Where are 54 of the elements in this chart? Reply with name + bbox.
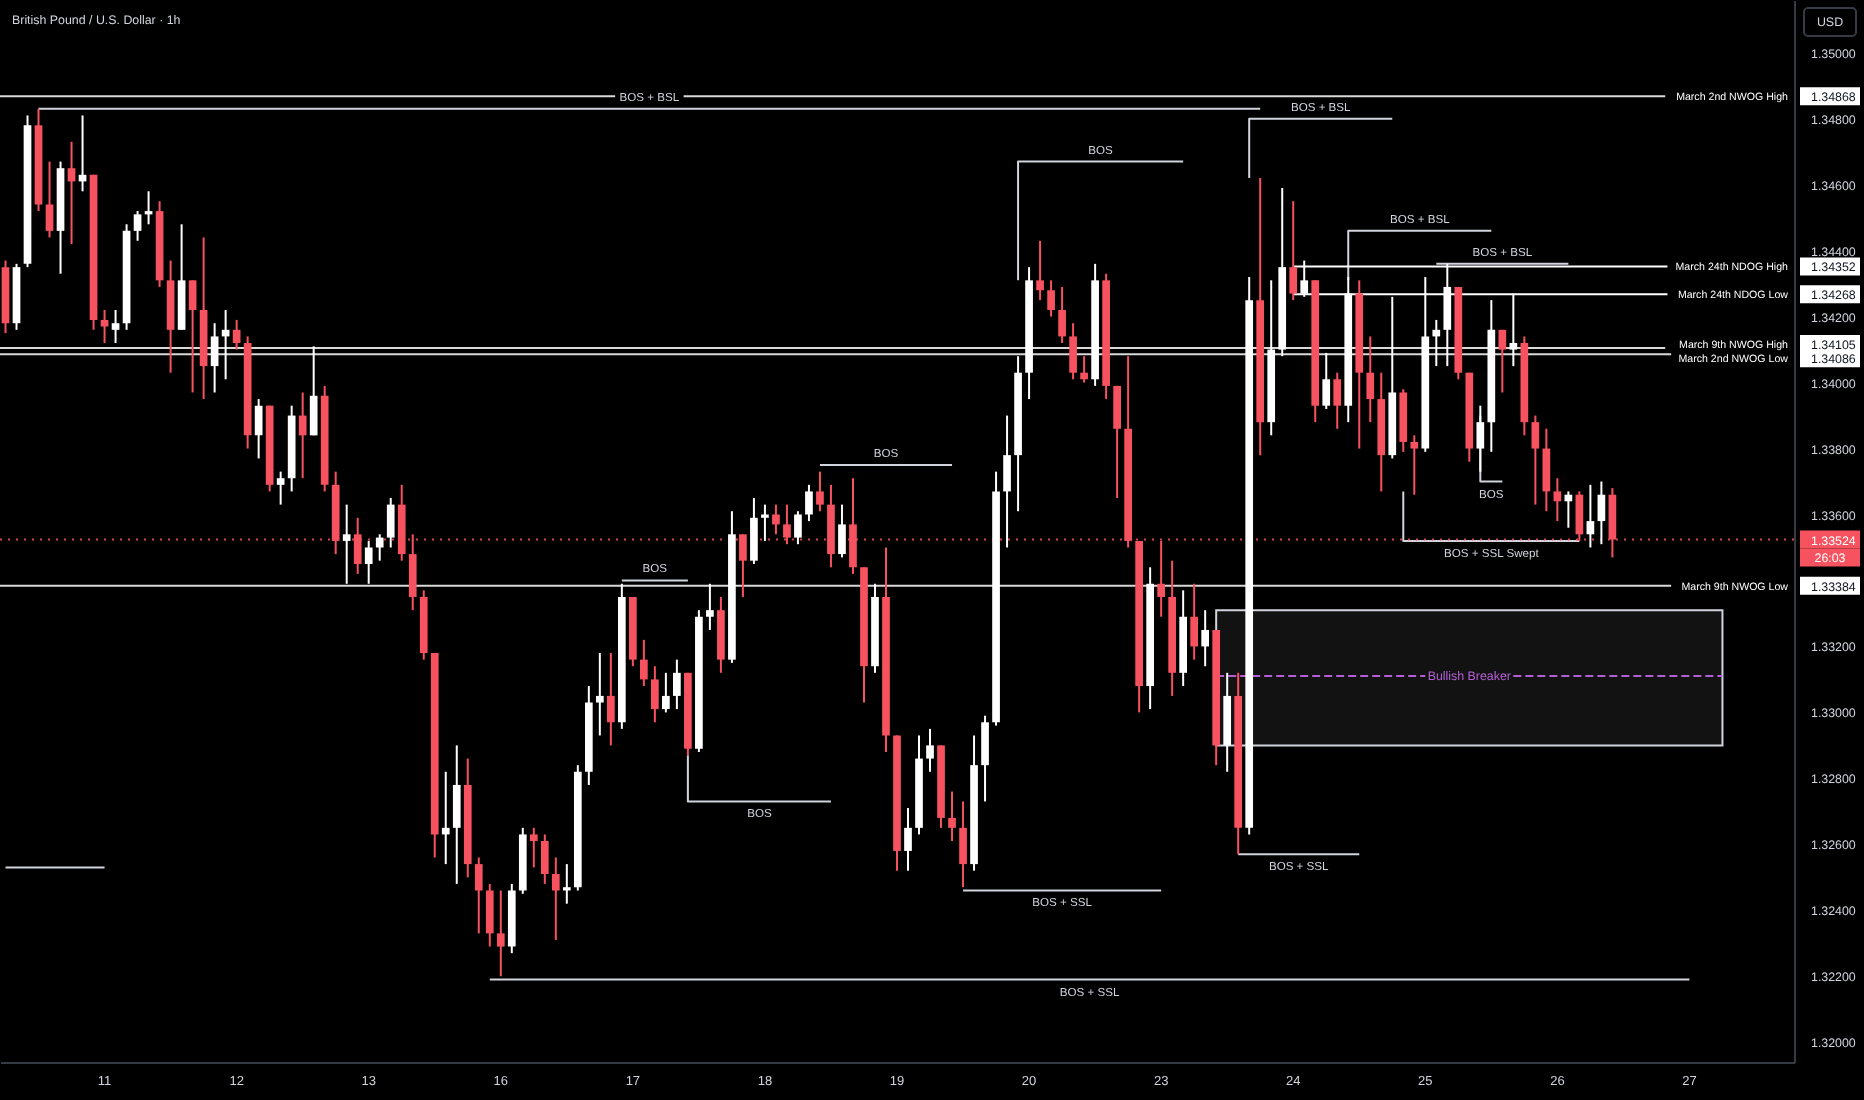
- candlestick: [496, 889, 505, 978]
- candlestick: [1201, 609, 1210, 668]
- candlestick: [761, 503, 769, 542]
- candlestick: [673, 658, 681, 711]
- candlestick: [904, 807, 912, 872]
- candlestick: [651, 665, 659, 724]
- candlestick: [926, 727, 934, 773]
- candlestick: [188, 279, 197, 394]
- candlestick: [386, 497, 395, 549]
- candlestick: [816, 470, 824, 513]
- candlestick: [45, 160, 54, 239]
- candlestick: [298, 391, 307, 480]
- candlestick: [606, 652, 615, 747]
- candlestick: [441, 770, 450, 866]
- candlestick: [750, 497, 758, 565]
- candlestick: [1003, 414, 1011, 549]
- candlestick: [133, 210, 142, 242]
- candlestick: [1036, 239, 1044, 302]
- candlestick: [562, 863, 571, 905]
- candlestick: [1476, 404, 1485, 473]
- candlestick: [794, 510, 802, 546]
- candlestick: [948, 790, 956, 843]
- candlestick: [529, 826, 538, 869]
- candlestick: [1289, 200, 1298, 302]
- candlestick: [838, 503, 846, 559]
- candlestick: [1113, 384, 1121, 500]
- candlestick: [1333, 371, 1342, 430]
- candlestick: [1553, 477, 1562, 523]
- candlestick: [551, 856, 560, 941]
- candlestick: [100, 309, 109, 345]
- candlestick: [485, 882, 494, 948]
- candlestick: [805, 483, 813, 523]
- candlestick: [1047, 279, 1055, 318]
- candlestick: [640, 638, 648, 688]
- candlestick: [375, 533, 384, 562]
- candlestick: [1058, 285, 1066, 345]
- candlestick: [1069, 322, 1077, 381]
- candlestick: [276, 470, 285, 506]
- candlestick: [452, 744, 461, 885]
- candlestick: [772, 503, 780, 536]
- candlestick: [1597, 480, 1606, 546]
- candlestick: [1498, 328, 1507, 394]
- candlestick: [662, 671, 670, 714]
- candlestick: [540, 833, 549, 885]
- candlestick: [959, 800, 967, 889]
- candlestick: [111, 309, 120, 345]
- candlestick: [1080, 355, 1088, 384]
- candlestick: [981, 714, 989, 803]
- candlestick: [1366, 335, 1375, 424]
- candlestick: [1531, 414, 1540, 506]
- candlestick: [1190, 582, 1199, 661]
- candlestick: [1410, 434, 1419, 496]
- candlestick: [595, 652, 604, 737]
- candlestick: [474, 856, 483, 935]
